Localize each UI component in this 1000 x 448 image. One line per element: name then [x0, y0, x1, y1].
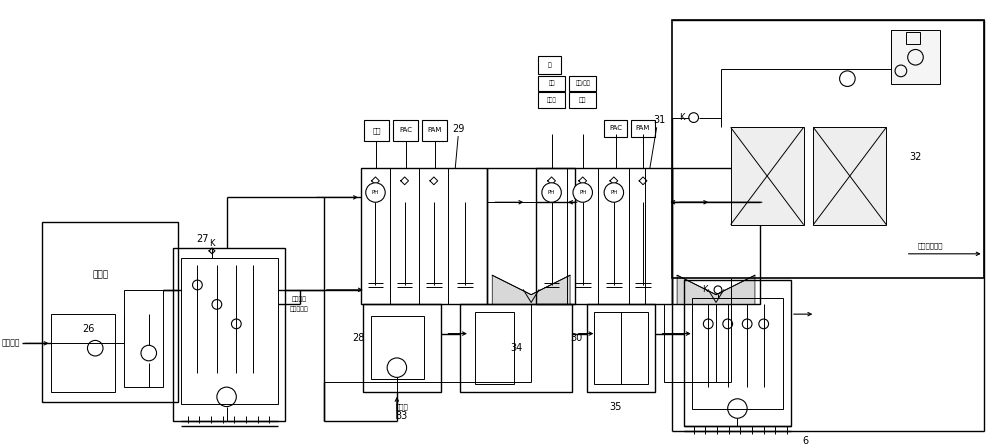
Circle shape: [573, 183, 592, 202]
Bar: [42, 222, 178, 402]
Text: 污泥泥: 污泥泥: [395, 403, 408, 410]
Text: 34: 34: [510, 343, 522, 353]
Text: 32: 32: [909, 151, 922, 162]
Bar: [363, 304, 441, 392]
Text: PH: PH: [610, 190, 618, 195]
Circle shape: [542, 183, 561, 202]
Bar: [361, 168, 487, 304]
Bar: [569, 92, 596, 108]
Text: 28: 28: [352, 333, 364, 344]
Text: 液礷/石灰: 液礷/石灰: [575, 81, 590, 86]
Bar: [51, 314, 115, 392]
Bar: [460, 304, 572, 392]
Text: K: K: [703, 285, 708, 294]
Circle shape: [366, 183, 385, 202]
Text: PAC: PAC: [399, 127, 412, 133]
Bar: [475, 312, 514, 384]
Text: 29: 29: [452, 124, 464, 134]
Text: 27: 27: [196, 234, 209, 244]
Polygon shape: [677, 275, 755, 304]
Text: 次钓: 次钓: [372, 127, 381, 134]
Bar: [604, 120, 627, 137]
Bar: [181, 258, 278, 404]
Text: 35: 35: [610, 401, 622, 412]
Text: 含镖污泥送滤: 含镖污泥送滤: [917, 243, 943, 250]
Bar: [124, 290, 163, 387]
Bar: [672, 168, 760, 304]
Text: 重鸽: 重鸽: [579, 97, 586, 103]
Bar: [173, 248, 285, 421]
Text: 26: 26: [82, 324, 95, 334]
Text: K: K: [209, 239, 215, 248]
Bar: [631, 120, 655, 137]
Bar: [891, 30, 940, 83]
Text: 亚铁: 亚铁: [548, 81, 555, 86]
Polygon shape: [492, 275, 570, 304]
Bar: [364, 120, 389, 141]
Text: 管道间: 管道间: [92, 271, 108, 280]
Text: PAM: PAM: [428, 127, 442, 133]
Bar: [684, 280, 791, 426]
Circle shape: [604, 183, 624, 202]
Bar: [393, 120, 418, 141]
Bar: [487, 168, 575, 304]
Text: PAM: PAM: [636, 125, 650, 131]
Bar: [594, 312, 648, 384]
Text: 流量调节: 流量调节: [292, 297, 307, 302]
Text: 含镖废水: 含镖废水: [2, 339, 20, 348]
Text: 酸: 酸: [548, 62, 552, 68]
Text: PAC: PAC: [609, 125, 622, 131]
Text: 31: 31: [653, 115, 666, 125]
Text: 33: 33: [396, 411, 408, 421]
Text: PH: PH: [579, 190, 586, 195]
Bar: [536, 168, 672, 304]
Text: 6: 6: [802, 435, 809, 446]
Bar: [422, 120, 447, 141]
Bar: [371, 316, 424, 379]
Bar: [538, 56, 561, 74]
Bar: [672, 20, 984, 278]
Text: 双氧水: 双氧水: [547, 97, 556, 103]
Text: K: K: [679, 113, 685, 122]
Bar: [692, 297, 783, 409]
Bar: [538, 92, 565, 108]
Bar: [569, 76, 596, 91]
Bar: [906, 32, 920, 43]
Text: 备用流量节: 备用流量节: [290, 306, 309, 312]
Text: PH: PH: [372, 190, 379, 195]
Bar: [813, 127, 886, 224]
Text: 30: 30: [571, 333, 583, 344]
Bar: [538, 76, 565, 91]
Text: PH: PH: [548, 190, 555, 195]
Bar: [587, 304, 655, 392]
Bar: [731, 127, 804, 224]
